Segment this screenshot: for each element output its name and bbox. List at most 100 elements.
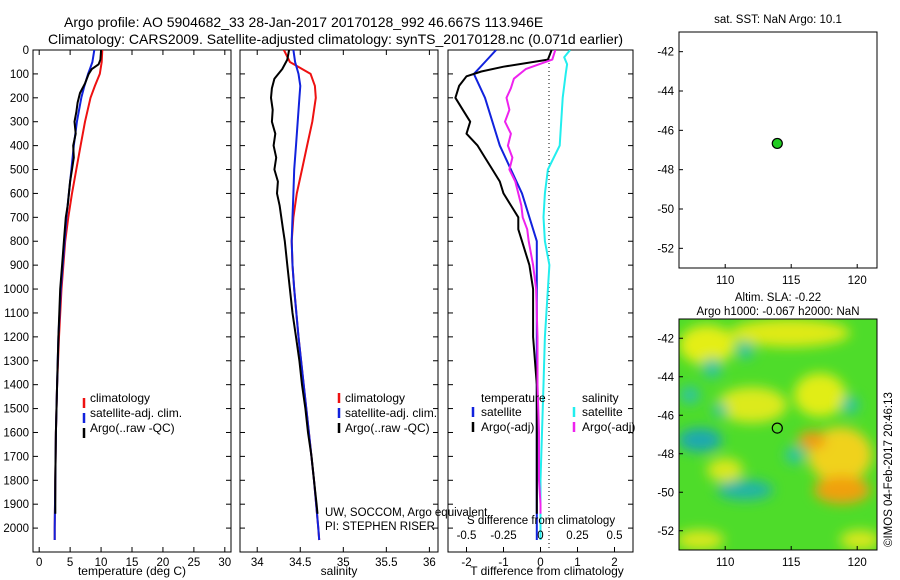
heatmap-patch — [785, 446, 805, 464]
y-tick-label: 1700 — [3, 451, 29, 463]
legend-label-argo: Argo(..raw -QC) — [345, 421, 430, 435]
legend-label-sal-argo: Argo(-adj) — [582, 420, 635, 434]
salinity-xlabel: salinity — [321, 564, 358, 578]
y-tick-label: -42 — [657, 333, 674, 345]
x-tick-label: -1 — [498, 557, 508, 569]
x-tick-label: 36 — [423, 557, 436, 569]
x-tick-label: -2 — [461, 557, 471, 569]
x-tick-label: 25 — [187, 557, 200, 569]
y-tick-label: 1800 — [3, 475, 29, 487]
y-tick-label: -48 — [657, 449, 674, 461]
y-tick-label: 900 — [10, 260, 29, 272]
difference-panel: -2 -1 0 1 2 -0.5 -0.25 0 0.25 0.5 S difference fr… — [447, 49, 635, 578]
heatmap-patch — [680, 386, 700, 404]
x-tick-label: 120 — [848, 557, 867, 569]
altimetry-panel: Altim. SLA: -0.22 Argo h1000: -0.067 h20… — [657, 292, 895, 569]
series-line-argo-raw-qc — [54, 50, 103, 514]
salinity-lines — [270, 50, 321, 541]
y-tick-label: 1000 — [3, 284, 29, 296]
heatmap-patch — [841, 396, 859, 414]
location-map-axes-box — [678, 31, 878, 269]
legend-label-temp-satellite: satellite — [481, 405, 522, 419]
y-tick-label: 0 — [23, 45, 29, 57]
y-tick-label: -50 — [657, 487, 674, 499]
salinity-panel: 34 34.5 35 35.5 36 salinity climatology sate… — [239, 49, 488, 578]
legend-label-temp-argo: Argo(-adj) — [481, 420, 534, 434]
legend-label-climatology: climatology — [345, 391, 405, 405]
y-tick-label: 400 — [10, 141, 29, 153]
y-tick-label: 1600 — [3, 427, 29, 439]
x-tick-label: 0 — [36, 557, 42, 569]
y-tick-label: -46 — [657, 410, 674, 422]
float-info-line1: UW, SOCCOM, Argo equivalent — [325, 507, 488, 519]
legend-label-satellite: satellite-adj. clim. — [345, 406, 437, 420]
legend-label-sal-satellite: satellite — [582, 405, 623, 419]
series-line-argo-raw-qc — [270, 50, 319, 514]
argo-location-point — [771, 422, 783, 434]
legend-title-temperature: temperature — [481, 391, 546, 405]
y-tick-label: 1500 — [3, 404, 29, 416]
location-map-ticks: 110 115 120 -42 -44 -46 -48 -50 -52 — [657, 47, 866, 287]
x-tick-label: 34 — [251, 557, 264, 569]
difference-xlabel: T difference from climatology — [470, 564, 624, 578]
x-tick-label: 30 — [218, 557, 231, 569]
temperature-axes-box — [32, 49, 232, 553]
x-tick-label: 110 — [716, 275, 734, 287]
legend-title-salinity: salinity — [582, 391, 619, 405]
x-tick-label: 0 — [537, 557, 543, 569]
heatmap-patch — [736, 341, 754, 359]
location-map-title: sat. SST: NaN Argo: 10.1 — [714, 14, 842, 26]
y-tick-label: 500 — [10, 165, 29, 177]
figure-title: Argo profile: AO 5904682_33 28-Jan-2017 … — [64, 14, 543, 30]
top-x-tick-label: -0.5 — [457, 530, 477, 542]
location-map-panel: sat. SST: NaN Argo: 10.1 110 115 120 -42 -44… — [657, 14, 878, 287]
altimetry-title-line2: Argo h1000: -0.067 h2000: NaN — [696, 306, 859, 318]
y-tick-label: -52 — [657, 243, 674, 255]
salinity-legend: climatology satellite-adj. clim. Argo(..… — [337, 391, 437, 435]
y-tick-label: 2000 — [3, 523, 29, 535]
top-x-tick-label: -0.25 — [490, 530, 516, 542]
argo-location-point — [771, 137, 783, 150]
x-tick-label: 35.5 — [375, 557, 397, 569]
heatmap-patch — [707, 458, 743, 482]
x-tick-label: 15 — [126, 557, 139, 569]
heatmap-patch — [679, 325, 735, 365]
salinity-axes-box — [239, 49, 439, 553]
temperature-panel: 0 5 10 15 20 25 300100200300400500600700800900… — [3, 45, 232, 578]
heatmap-patch — [840, 530, 877, 550]
legend-label-argo: Argo(..raw -QC) — [90, 421, 175, 435]
altimetry-heatmap — [679, 319, 877, 550]
difference-lines — [454, 50, 571, 540]
y-tick-label: 700 — [10, 212, 29, 224]
y-tick-label: 1200 — [3, 332, 29, 344]
y-tick-label: 1300 — [3, 356, 29, 368]
x-tick-label: 115 — [782, 557, 800, 569]
y-tick-label: 300 — [10, 117, 29, 129]
temperature-ticks: 0 5 10 15 20 25 300100200300400500600700800900… — [3, 45, 231, 569]
x-tick-label: 1 — [574, 557, 580, 569]
heatmap-field — [679, 319, 877, 550]
location-map-points — [771, 137, 783, 150]
difference-top-label: S difference from climatology — [467, 515, 615, 527]
temperature-xlabel: temperature (deg C) — [78, 564, 186, 578]
y-tick-label: 1900 — [3, 499, 29, 511]
heatmap-patch — [730, 319, 850, 347]
temperature-legend: climatology satellite-adj. clim. Argo(..… — [82, 391, 182, 438]
float-info-line2: PI: STEPHEN RISER — [325, 521, 435, 533]
heatmap-patch — [814, 476, 870, 504]
y-tick-label: -44 — [657, 372, 674, 384]
heatmap-patch — [794, 373, 846, 417]
x-tick-label: 110 — [716, 557, 734, 569]
series-line-temperature-argo-adj — [454, 50, 553, 514]
heatmap-patch — [717, 387, 787, 423]
top-x-tick-label: 0.25 — [566, 530, 588, 542]
y-tick-label: -48 — [657, 165, 674, 177]
difference-ticks: -2 -1 0 1 2 -0.5 -0.25 0 0.25 0.5 — [448, 49, 633, 569]
x-tick-label: 20 — [157, 557, 170, 569]
legend-label-satellite: satellite-adj. clim. — [90, 406, 182, 420]
series-line-salinity-satellite — [539, 50, 571, 540]
figure-subtitle: Climatology: CARS2009. Satellite-adjuste… — [48, 31, 623, 47]
heatmap-patch — [717, 480, 773, 500]
y-tick-label: 1100 — [4, 308, 29, 320]
